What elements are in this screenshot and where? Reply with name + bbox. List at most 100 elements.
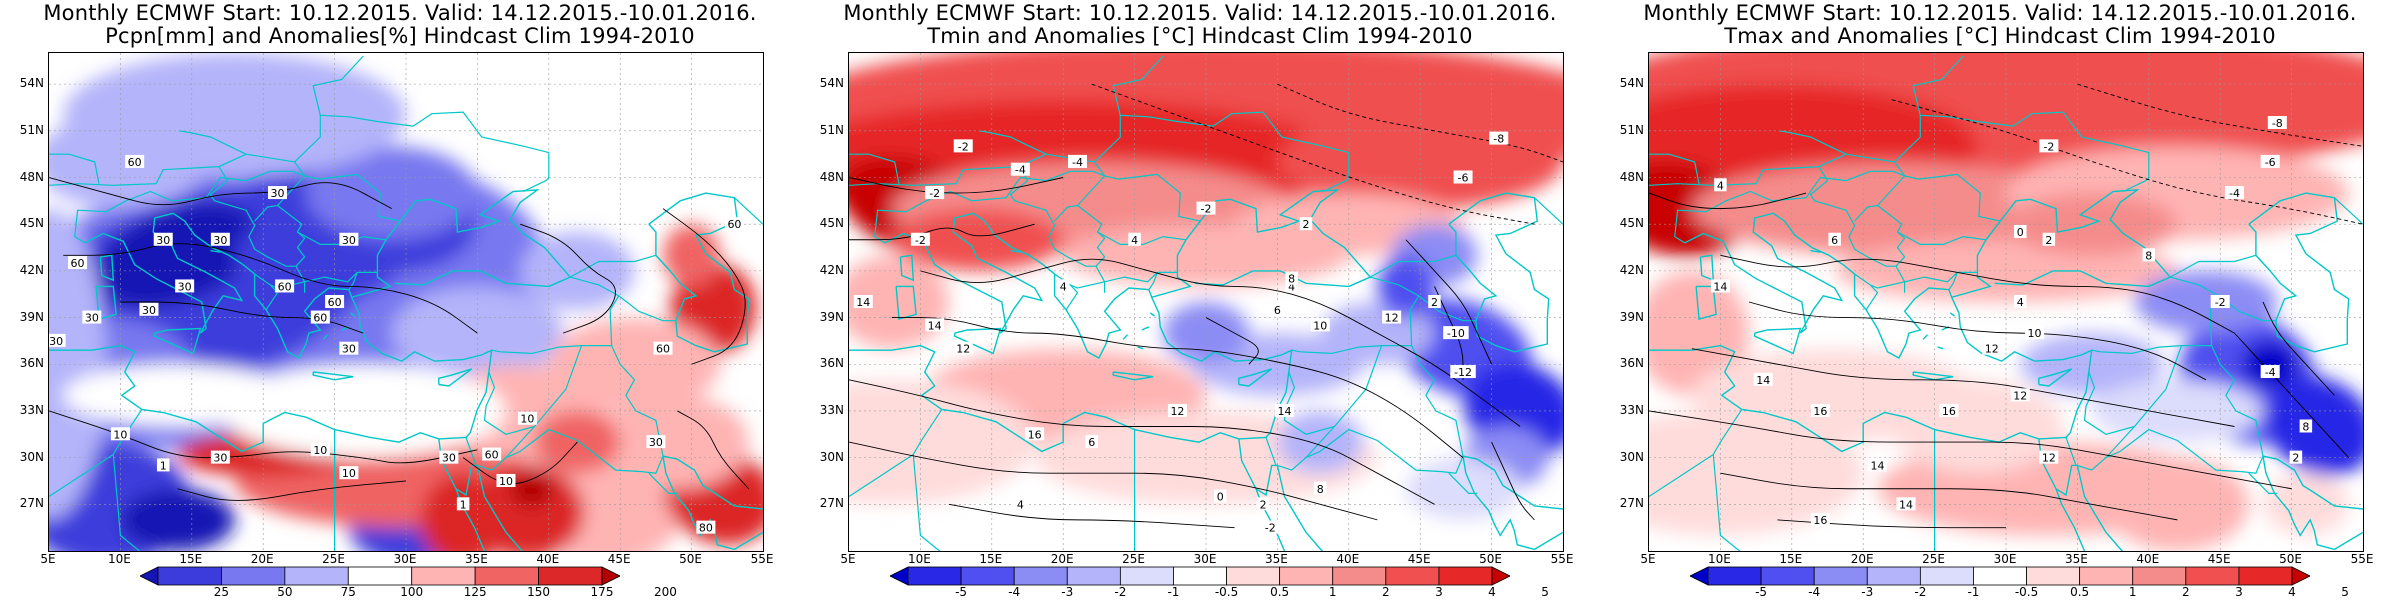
contour-label: 30 xyxy=(49,333,66,348)
anomaly-patch xyxy=(2134,270,2278,334)
contour-label: 60 xyxy=(310,310,330,325)
lon-tick-label: 15E xyxy=(979,552,1003,566)
svg-text:1: 1 xyxy=(160,459,167,472)
lon-tick-label: 15E xyxy=(179,552,203,566)
contour-label: 8 xyxy=(1285,271,1298,286)
colorbar-tick-label: 3 xyxy=(1435,585,1443,599)
contour-label: 12 xyxy=(2039,450,2059,465)
contour-label: 30 xyxy=(153,232,173,247)
lat-tick-label: 33N xyxy=(1619,402,1644,417)
svg-text:30: 30 xyxy=(49,335,63,348)
coastlines xyxy=(1649,189,2363,551)
colorbar-tick-label: -0.5 xyxy=(1214,585,1239,599)
contour-label: 12 xyxy=(1982,341,2002,356)
lon-tick-label: 25E xyxy=(1122,552,1146,566)
colorbar-tick-label: 1 xyxy=(1328,585,1337,599)
lon-tick-label: 50E xyxy=(1479,552,1503,566)
colorbar-tick-label: -2 xyxy=(1914,585,1927,599)
svg-text:-6: -6 xyxy=(1458,172,1469,185)
svg-text:10: 10 xyxy=(113,428,127,441)
colorbar-segment xyxy=(1385,566,1440,586)
contour-label: 1 xyxy=(156,458,170,472)
lat-tick-label: 27N xyxy=(19,496,44,511)
svg-text:14: 14 xyxy=(928,319,942,332)
contour-label: 12 xyxy=(1382,310,1402,325)
colorbar-end-low xyxy=(890,566,909,586)
contour-label: 16 xyxy=(1810,512,1830,527)
contour-label: -4 xyxy=(1010,162,1030,177)
lat-tick-label: 33N xyxy=(19,402,44,417)
svg-text:10: 10 xyxy=(499,475,513,488)
lon-tick-label: 30E xyxy=(1193,552,1217,566)
contour-label: 14 xyxy=(1896,497,1916,511)
contour-label: 60 xyxy=(724,217,744,231)
svg-text:-2: -2 xyxy=(1201,203,1212,216)
lon-tick-label: 40E xyxy=(1336,552,1360,566)
colorbar-tick-label: 5 xyxy=(1541,585,1549,599)
svg-text:-2: -2 xyxy=(2215,296,2226,309)
colorbar-segment xyxy=(1707,566,1762,586)
lon-tick-label: 10E xyxy=(1707,552,1731,566)
grid-lines xyxy=(49,53,763,551)
svg-text:60: 60 xyxy=(485,449,499,462)
lat-tick-label: 33N xyxy=(819,402,844,417)
lon-tick-label: 50E xyxy=(679,552,703,566)
svg-text:2: 2 xyxy=(1302,218,1309,231)
svg-text:14: 14 xyxy=(856,296,870,309)
contour-label: 16 xyxy=(1810,403,1830,418)
svg-text:30: 30 xyxy=(156,234,170,247)
colorbar-tick-label: 75 xyxy=(340,585,356,599)
svg-text:4: 4 xyxy=(1060,280,1067,293)
contour-label: 16 xyxy=(1939,403,1959,418)
colorbar-segment xyxy=(474,566,539,586)
contour-label: 12 xyxy=(2010,388,2030,402)
colorbar-segment xyxy=(2079,566,2134,586)
contour-label: 10 xyxy=(339,466,359,480)
svg-text:30: 30 xyxy=(178,280,192,293)
lat-tick-label: 45N xyxy=(1619,216,1644,231)
svg-text:16: 16 xyxy=(1813,514,1827,527)
contour-label: 30 xyxy=(210,232,230,247)
contour-label: 30 xyxy=(210,450,230,465)
svg-text:14: 14 xyxy=(1870,459,1884,472)
lon-tick-label: 5E xyxy=(840,552,856,566)
svg-text:4: 4 xyxy=(1017,498,1024,511)
svg-text:-8: -8 xyxy=(2272,117,2283,130)
colorbar-tick-label: -5 xyxy=(1755,585,1768,599)
colorbar-segment xyxy=(284,566,349,586)
svg-text:60: 60 xyxy=(71,257,85,270)
contour-label: 60 xyxy=(68,256,88,270)
contour-label: 10 xyxy=(2025,326,2045,340)
contour-label: 12 xyxy=(1167,403,1187,418)
svg-text:14: 14 xyxy=(1278,405,1292,418)
contour-label: 2 xyxy=(1256,497,1270,511)
lon-tick-label: 30E xyxy=(393,552,417,566)
colorbar-segment xyxy=(1119,566,1174,586)
lat-tick-label: 42N xyxy=(819,262,844,277)
colorbar-tick-label: 100 xyxy=(400,585,424,599)
contour-label: 30 xyxy=(646,435,666,449)
svg-text:-4: -4 xyxy=(1015,164,1026,177)
country-borders xyxy=(849,55,1563,551)
svg-text:80: 80 xyxy=(699,522,713,535)
svg-text:0: 0 xyxy=(1217,491,1224,504)
svg-text:14: 14 xyxy=(1756,374,1770,387)
colorbar-tick-label: 2 xyxy=(1381,585,1390,599)
contour-label: 6 xyxy=(1828,232,1841,247)
svg-text:-6: -6 xyxy=(2265,156,2276,169)
map-area: 60 30 30 30 30 60 30 60 60 30 30 30 60 30 10 1 10 30 10 30 6… xyxy=(48,52,764,552)
svg-text:2: 2 xyxy=(1431,296,1438,309)
svg-text:4: 4 xyxy=(1288,280,1295,293)
lat-tick-label: 42N xyxy=(19,262,44,277)
contour-label: 2 xyxy=(2289,450,2303,465)
contour-label: 4 xyxy=(2014,295,2027,309)
contour-lines xyxy=(849,83,1563,529)
colorbar-tick-label: 150 xyxy=(527,585,551,599)
contour-label: 2 xyxy=(2042,232,2056,247)
svg-text:16: 16 xyxy=(1028,428,1042,441)
svg-text:-2: -2 xyxy=(1265,522,1276,535)
contour-label: 10 xyxy=(517,411,537,426)
svg-text:10: 10 xyxy=(342,467,356,480)
svg-text:-4: -4 xyxy=(2229,187,2240,200)
colorbar-tick-label: 50 xyxy=(277,585,293,599)
